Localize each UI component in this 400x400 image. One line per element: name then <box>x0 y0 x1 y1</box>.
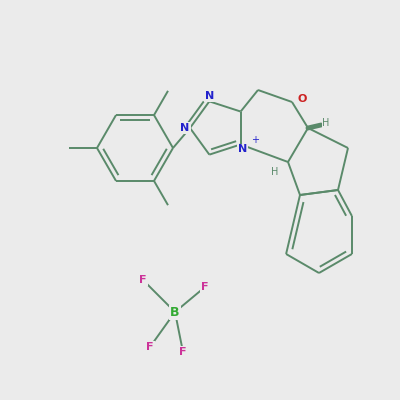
Text: B: B <box>170 306 180 318</box>
Text: F: F <box>139 275 147 285</box>
Text: N: N <box>238 144 247 154</box>
Text: N: N <box>205 91 214 101</box>
Text: F: F <box>201 282 209 292</box>
Text: F: F <box>179 347 187 357</box>
Text: N: N <box>180 123 190 133</box>
Text: O: O <box>297 94 307 104</box>
Text: F: F <box>146 342 154 352</box>
Text: +: + <box>251 136 259 146</box>
Text: H: H <box>271 167 279 177</box>
Text: H: H <box>322 118 330 128</box>
